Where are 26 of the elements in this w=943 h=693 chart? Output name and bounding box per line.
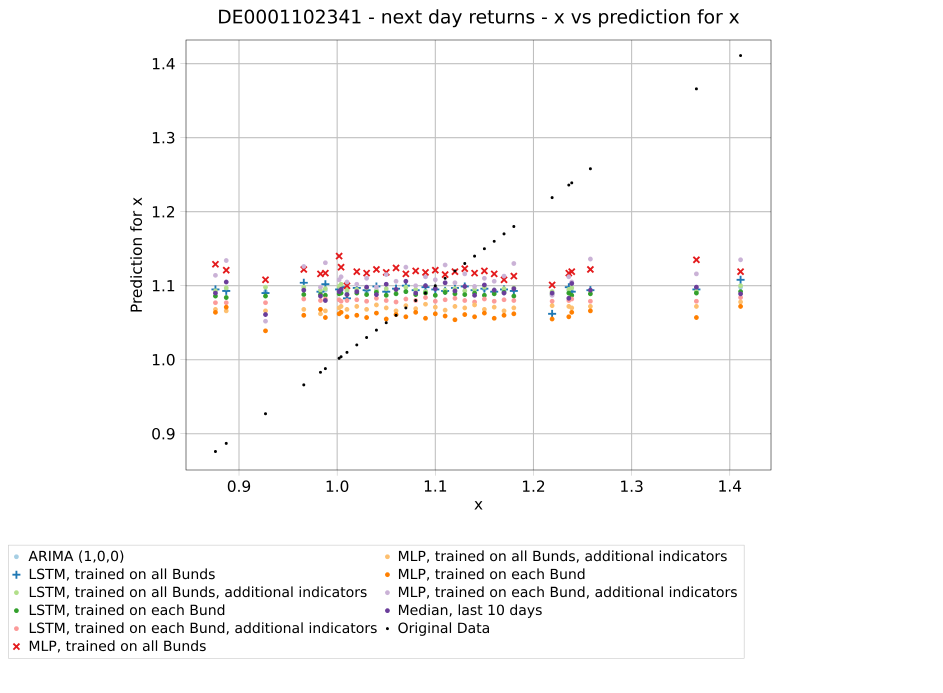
legend-label: MLP, trained on each Bund, additional indicators	[398, 586, 737, 599]
y-tick-label: 1.4	[152, 58, 175, 70]
x-tick-label: 0.9	[228, 480, 250, 492]
y-tick-label: 1.2	[152, 206, 174, 218]
x-tick-label: 1.4	[719, 480, 742, 492]
legend-label: LSTM, trained on each Bund, additional indicators	[30, 622, 377, 635]
legend-label: MLP, trained on all Bunds, additional indicators	[398, 550, 727, 563]
legend-label: MLP, trained on all Bunds	[30, 640, 206, 653]
y-tick-label: 1.1	[152, 280, 174, 292]
x-tick-label: 1.3	[621, 480, 643, 492]
legend-label: ARIMA (1,0,0)	[28, 550, 124, 563]
x-tick-label: 1.1	[424, 480, 446, 492]
y-tick-label: 1.3	[152, 132, 174, 144]
y-axis-title: Prediction for x	[130, 197, 142, 312]
legend-label: MLP, trained on each Bund	[398, 568, 584, 581]
legend-label: LSTM, trained on all Bunds	[30, 568, 215, 581]
x-tick-label: 1.0	[326, 480, 348, 492]
y-tick-label: 0.9	[152, 428, 175, 440]
x-axis-title: x	[474, 501, 483, 510]
chart-title: DE0001102341 - next day returns - x vs prediction for x	[219, 9, 740, 28]
x-tick-label: 1.2	[522, 480, 544, 492]
y-tick-label: 1.0	[152, 354, 175, 366]
legend-label: Original Data	[398, 622, 489, 636]
legend-label: Median, last 10 days	[398, 604, 542, 618]
legend-label: LSTM, trained on each Bund	[30, 604, 224, 617]
legend-label: LSTM, trained on all Bunds, additional indicators	[30, 586, 367, 599]
